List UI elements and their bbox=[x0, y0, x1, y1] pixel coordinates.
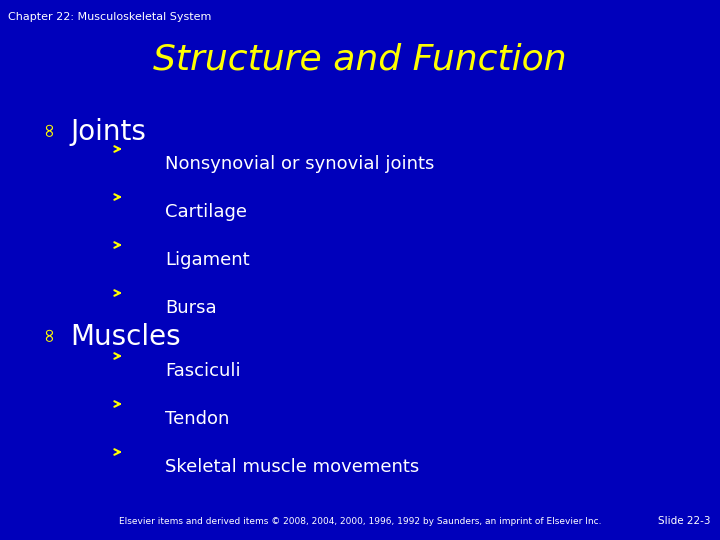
Text: Chapter 22: Musculoskeletal System: Chapter 22: Musculoskeletal System bbox=[8, 12, 212, 22]
Text: Fasciculi: Fasciculi bbox=[165, 362, 240, 380]
Text: Elsevier items and derived items © 2008, 2004, 2000, 1996, 1992 by Saunders, an : Elsevier items and derived items © 2008,… bbox=[119, 517, 601, 526]
Text: Skeletal muscle movements: Skeletal muscle movements bbox=[165, 458, 419, 476]
Text: Bursa: Bursa bbox=[165, 299, 217, 317]
Text: Ligament: Ligament bbox=[165, 251, 250, 269]
Text: Nonsynovial or synovial joints: Nonsynovial or synovial joints bbox=[165, 155, 434, 173]
Text: Muscles: Muscles bbox=[70, 323, 181, 351]
Text: Cartilage: Cartilage bbox=[165, 203, 247, 221]
Text: ∞: ∞ bbox=[38, 325, 58, 341]
Text: Slide 22-3: Slide 22-3 bbox=[657, 516, 710, 526]
Text: Tendon: Tendon bbox=[165, 410, 230, 428]
Text: Structure and Function: Structure and Function bbox=[153, 42, 567, 76]
Text: Joints: Joints bbox=[70, 118, 146, 146]
Text: ∞: ∞ bbox=[38, 120, 58, 136]
